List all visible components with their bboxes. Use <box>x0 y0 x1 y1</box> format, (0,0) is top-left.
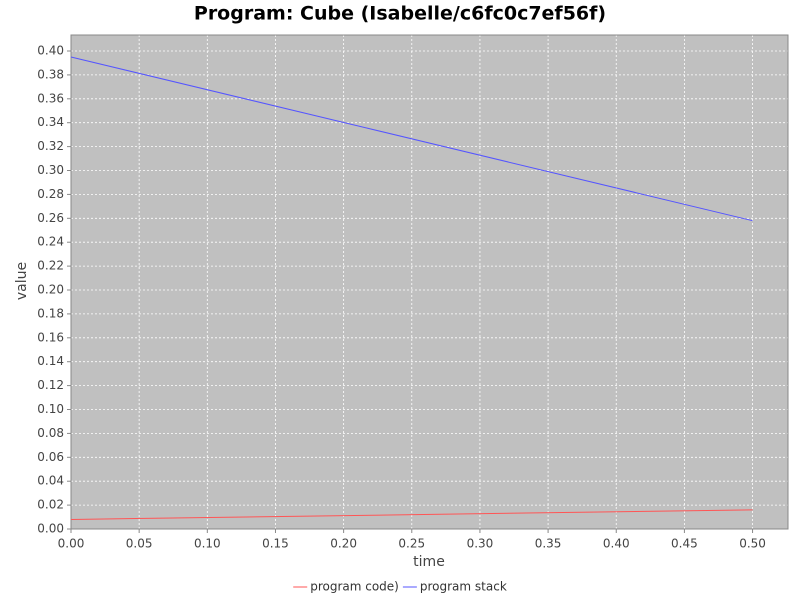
y-tick-label: 0.28 <box>37 187 64 201</box>
x-axis-label: time <box>413 554 445 570</box>
x-tick-label: 0.20 <box>330 537 357 551</box>
legend-text: program stack <box>420 580 507 594</box>
y-tick-label: 0.36 <box>37 91 64 105</box>
plot-area <box>71 35 788 529</box>
y-tick-label: 0.10 <box>37 402 64 416</box>
y-tick-label: 0.30 <box>37 163 64 177</box>
y-tick-label: 0.34 <box>37 115 64 129</box>
y-axis-label: value <box>14 262 30 300</box>
plot-border <box>70 34 789 530</box>
y-tick-label: 0.08 <box>37 426 64 440</box>
y-tick-label: 0.18 <box>37 306 64 320</box>
y-tick-label: 0.00 <box>37 522 64 536</box>
chart-title: Program: Cube (Isabelle/c6fc0c7ef56f) <box>194 3 606 25</box>
legend-text: program code) <box>310 580 399 594</box>
y-tick-label: 0.26 <box>37 211 64 225</box>
x-tick-label: 0.25 <box>398 537 425 551</box>
y-tick-label: 0.14 <box>37 354 64 368</box>
y-tick-label: 0.22 <box>37 259 64 273</box>
y-tick-label: 0.20 <box>37 283 64 297</box>
y-tick-label: 0.04 <box>37 474 64 488</box>
x-tick-label: 0.45 <box>671 537 698 551</box>
y-tick-label: 0.16 <box>37 330 64 344</box>
x-tick-label: 0.40 <box>603 537 630 551</box>
x-tick-label: 0.35 <box>535 537 562 551</box>
x-tick-label: 0.15 <box>262 537 289 551</box>
x-tick-label: 0.30 <box>467 537 494 551</box>
line <box>70 509 753 520</box>
x-tick-label: 0.50 <box>739 537 766 551</box>
x-tick-label: 0.00 <box>58 537 85 551</box>
y-tick-label: 0.40 <box>37 44 64 58</box>
y-tick-label: 0.32 <box>37 139 64 153</box>
y-tick-label: 0.24 <box>37 235 64 249</box>
y-tick-label: 0.02 <box>37 498 64 512</box>
y-tick-label: 0.06 <box>37 450 64 464</box>
x-tick-label: 0.10 <box>194 537 221 551</box>
x-tick-label: 0.05 <box>126 537 153 551</box>
y-tick-label: 0.12 <box>37 378 64 392</box>
line <box>70 56 753 222</box>
y-tick-label: 0.38 <box>37 67 64 81</box>
